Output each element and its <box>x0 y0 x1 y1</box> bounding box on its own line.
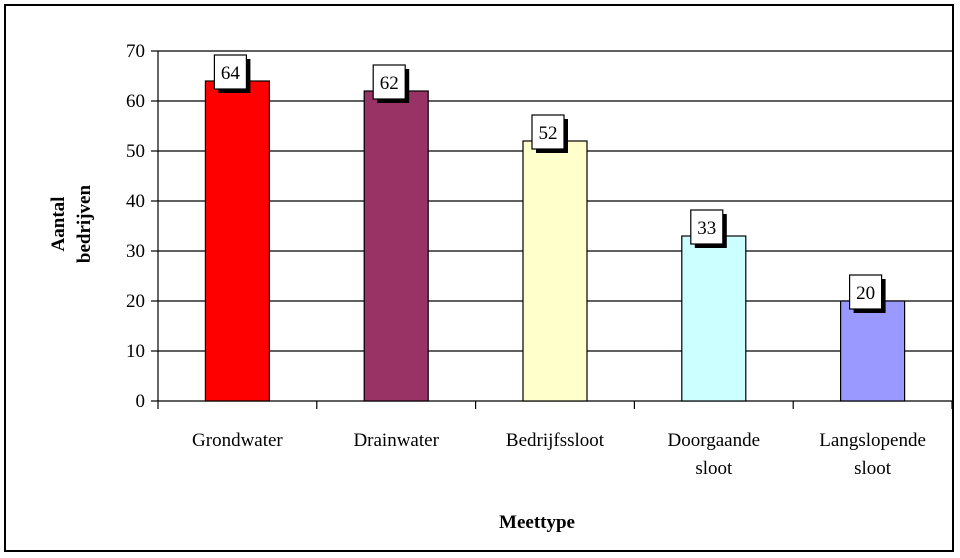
bar <box>363 90 429 402</box>
data-label-box <box>372 64 406 100</box>
y-tick-label: 10 <box>126 341 145 362</box>
y-tick-label: 0 <box>136 391 146 412</box>
x-axis-title: Meettype <box>499 512 575 533</box>
data-label-box <box>848 274 883 310</box>
bar <box>204 80 270 402</box>
y-tick-label: 30 <box>126 241 145 262</box>
y-axis-title: bedrijven <box>74 185 95 264</box>
data-label: 20 <box>856 283 875 304</box>
data-label-box <box>690 209 724 245</box>
x-category-label: Grondwater <box>192 430 283 451</box>
y-tick-label: 70 <box>126 41 145 62</box>
y-tick-label: 40 <box>126 191 145 212</box>
data-label-box <box>213 54 247 90</box>
chart-frame <box>4 4 954 552</box>
x-category-label: sloot <box>695 458 733 479</box>
data-label: 64 <box>221 63 241 84</box>
data-label: 33 <box>697 218 716 239</box>
y-tick-label: 60 <box>126 91 145 112</box>
bar <box>522 140 588 402</box>
bar <box>681 235 747 402</box>
data-label: 62 <box>380 73 399 94</box>
x-category-label: Bedrijfssloot <box>506 430 605 451</box>
y-tick-label: 50 <box>126 141 145 162</box>
x-category-label: Doorgaande <box>668 430 761 451</box>
y-tick-label: 20 <box>126 291 145 312</box>
x-category-label: sloot <box>854 458 892 479</box>
x-category-label: Drainwater <box>353 430 439 451</box>
y-axis-title: Aantal <box>48 197 69 252</box>
data-label: 52 <box>539 123 558 144</box>
data-label-box <box>531 114 565 150</box>
x-category-label: Langslopende <box>819 430 926 451</box>
bar <box>839 300 906 402</box>
